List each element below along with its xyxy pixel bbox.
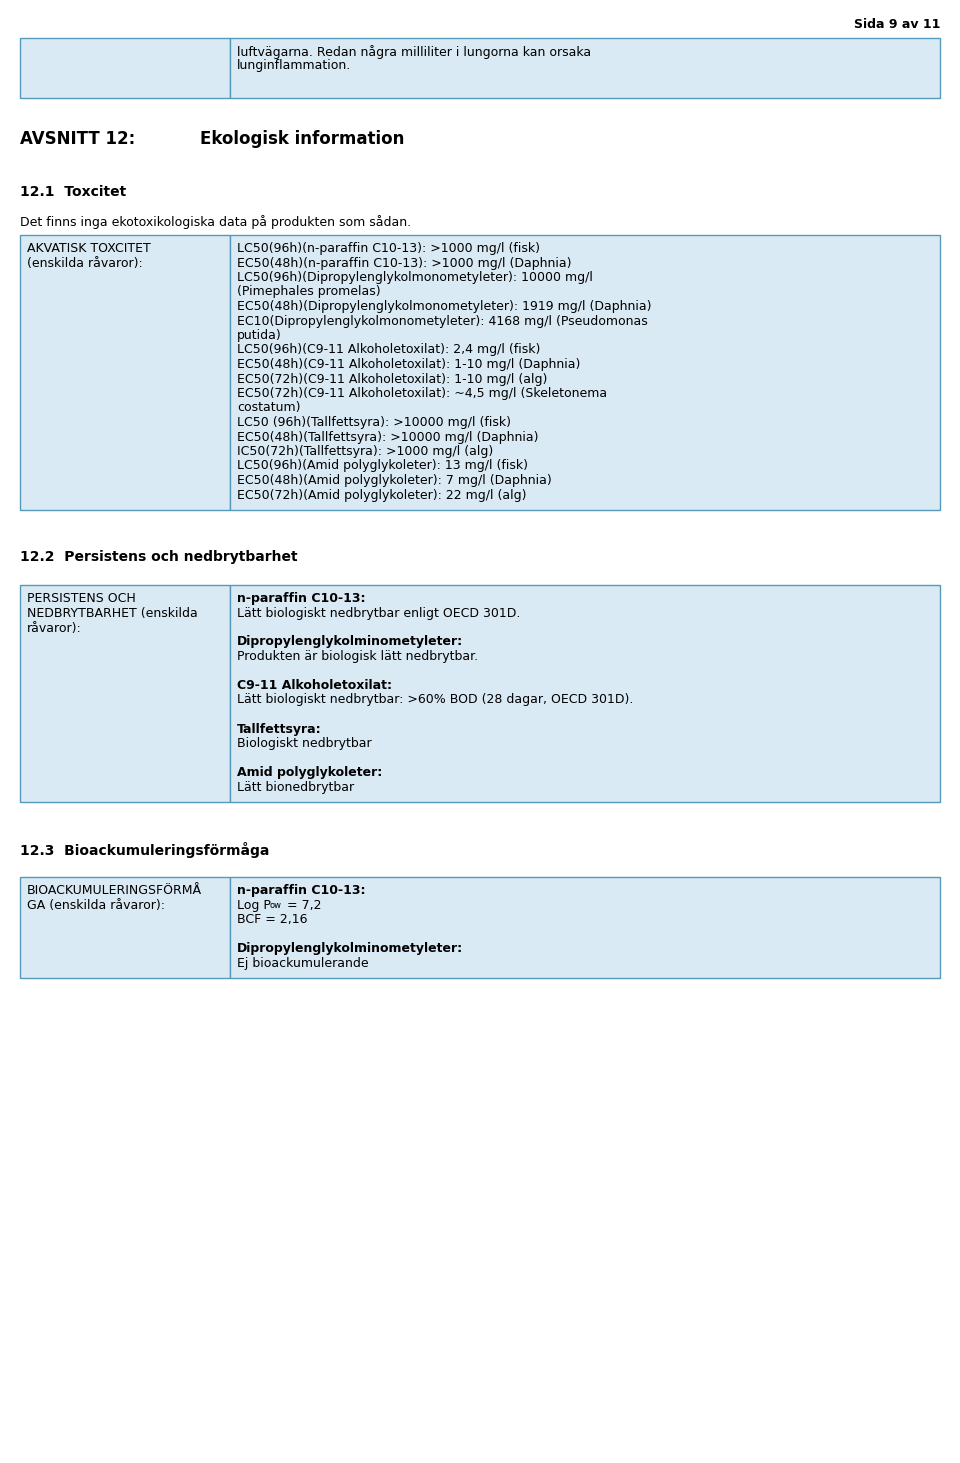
Text: BCF = 2,16: BCF = 2,16 <box>237 913 307 926</box>
Text: n-paraffin C10-13:: n-paraffin C10-13: <box>237 884 366 897</box>
Text: Sida 9 av 11: Sida 9 av 11 <box>853 18 940 31</box>
Text: luftvägarna. Redan några milliliter i lungorna kan orsaka: luftvägarna. Redan några milliliter i lu… <box>237 45 591 59</box>
Text: Ekologisk information: Ekologisk information <box>200 130 404 148</box>
Text: Ej bioackumulerande: Ej bioackumulerande <box>237 957 369 970</box>
Text: Dipropylenglykolminometyleter:: Dipropylenglykolminometyleter: <box>237 942 463 955</box>
Text: 12.1  Toxcitet: 12.1 Toxcitet <box>20 184 127 199</box>
Text: Tallfettsyra:: Tallfettsyra: <box>237 723 322 736</box>
Text: LC50(96h)(n-paraffin C10-13): >1000 mg/l (fisk): LC50(96h)(n-paraffin C10-13): >1000 mg/l… <box>237 241 540 255</box>
Text: (Pimephales promelas): (Pimephales promelas) <box>237 285 380 298</box>
Text: EC50(48h)(n-paraffin C10-13): >1000 mg/l (Daphnia): EC50(48h)(n-paraffin C10-13): >1000 mg/l… <box>237 256 571 269</box>
Text: Lätt biologiskt nedbrytbar: >60% BOD (28 dagar, OECD 301D).: Lätt biologiskt nedbrytbar: >60% BOD (28… <box>237 693 634 707</box>
Bar <box>230 236 940 511</box>
Text: = 7,2: = 7,2 <box>283 898 322 911</box>
Text: putida): putida) <box>237 329 281 342</box>
Bar <box>230 585 940 802</box>
Text: EC50(48h)(Dipropylenglykolmonometyleter): 1919 mg/l (Daphnia): EC50(48h)(Dipropylenglykolmonometyleter)… <box>237 300 652 313</box>
Text: BIOACKUMULERINGSFÖRMÅ
GA (enskilda råvaror):: BIOACKUMULERINGSFÖRMÅ GA (enskilda råvar… <box>27 884 203 911</box>
Bar <box>20 585 230 802</box>
Text: EC50(48h)(Amid polyglykoleter): 7 mg/l (Daphnia): EC50(48h)(Amid polyglykoleter): 7 mg/l (… <box>237 474 552 487</box>
Text: 12.2  Persistens och nedbrytbarhet: 12.2 Persistens och nedbrytbarhet <box>20 550 298 565</box>
Text: EC10(Dipropylenglykolmonometyleter): 4168 mg/l (Pseudomonas: EC10(Dipropylenglykolmonometyleter): 416… <box>237 315 648 328</box>
Bar <box>20 236 230 511</box>
Text: EC50(48h)(C9-11 Alkoholetoxilat): 1-10 mg/l (Daphnia): EC50(48h)(C9-11 Alkoholetoxilat): 1-10 m… <box>237 358 581 372</box>
Text: ow: ow <box>269 901 281 910</box>
Text: EC50(72h)(C9-11 Alkoholetoxilat): ~4,5 mg/l (Skeletonema: EC50(72h)(C9-11 Alkoholetoxilat): ~4,5 m… <box>237 388 607 399</box>
Text: LC50 (96h)(Tallfettsyra): >10000 mg/l (fisk): LC50 (96h)(Tallfettsyra): >10000 mg/l (f… <box>237 415 511 429</box>
Text: n-paraffin C10-13:: n-paraffin C10-13: <box>237 593 366 606</box>
Text: 12.3  Bioackumuleringsförmåga: 12.3 Bioackumuleringsförmåga <box>20 843 270 857</box>
Text: EC50(72h)(C9-11 Alkoholetoxilat): 1-10 mg/l (alg): EC50(72h)(C9-11 Alkoholetoxilat): 1-10 m… <box>237 373 547 385</box>
Text: LC50(96h)(Dipropylenglykolmonometyleter): 10000 mg/l: LC50(96h)(Dipropylenglykolmonometyleter)… <box>237 271 593 284</box>
Text: LC50(96h)(C9-11 Alkoholetoxilat): 2,4 mg/l (fisk): LC50(96h)(C9-11 Alkoholetoxilat): 2,4 mg… <box>237 344 540 357</box>
Text: EC50(48h)(Tallfettsyra): >10000 mg/l (Daphnia): EC50(48h)(Tallfettsyra): >10000 mg/l (Da… <box>237 430 539 443</box>
Bar <box>20 876 230 977</box>
Text: IC50(72h)(Tallfettsyra): >1000 mg/l (alg): IC50(72h)(Tallfettsyra): >1000 mg/l (alg… <box>237 445 493 458</box>
Text: Biologiskt nedbrytbar: Biologiskt nedbrytbar <box>237 737 372 751</box>
Text: lunginflammation.: lunginflammation. <box>237 60 351 73</box>
Text: Lätt bionedbrytbar: Lätt bionedbrytbar <box>237 780 354 793</box>
Text: Amid polyglykoleter:: Amid polyglykoleter: <box>237 767 382 778</box>
Text: AKVATISK TOXCITET
(enskilda råvaror):: AKVATISK TOXCITET (enskilda råvaror): <box>27 241 151 271</box>
Text: PERSISTENS OCH
NEDBRYTBARHET (enskilda
råvaror):: PERSISTENS OCH NEDBRYTBARHET (enskilda r… <box>27 593 198 635</box>
Text: Produkten är biologisk lätt nedbrytbar.: Produkten är biologisk lätt nedbrytbar. <box>237 650 478 663</box>
Text: AVSNITT 12:: AVSNITT 12: <box>20 130 135 148</box>
Text: EC50(72h)(Amid polyglykoleter): 22 mg/l (alg): EC50(72h)(Amid polyglykoleter): 22 mg/l … <box>237 489 526 502</box>
Bar <box>230 876 940 977</box>
Bar <box>230 38 940 98</box>
Bar <box>20 38 230 98</box>
Text: Log P: Log P <box>237 898 271 911</box>
Text: Dipropylenglykolminometyleter:: Dipropylenglykolminometyleter: <box>237 635 463 648</box>
Text: Lätt biologiskt nedbrytbar enligt OECD 301D.: Lätt biologiskt nedbrytbar enligt OECD 3… <box>237 607 520 619</box>
Text: C9-11 Alkoholetoxilat:: C9-11 Alkoholetoxilat: <box>237 679 392 692</box>
Text: Det finns inga ekotoxikologiska data på produkten som sådan.: Det finns inga ekotoxikologiska data på … <box>20 215 411 230</box>
Text: costatum): costatum) <box>237 401 300 414</box>
Text: LC50(96h)(Amid polyglykoleter): 13 mg/l (fisk): LC50(96h)(Amid polyglykoleter): 13 mg/l … <box>237 459 528 473</box>
